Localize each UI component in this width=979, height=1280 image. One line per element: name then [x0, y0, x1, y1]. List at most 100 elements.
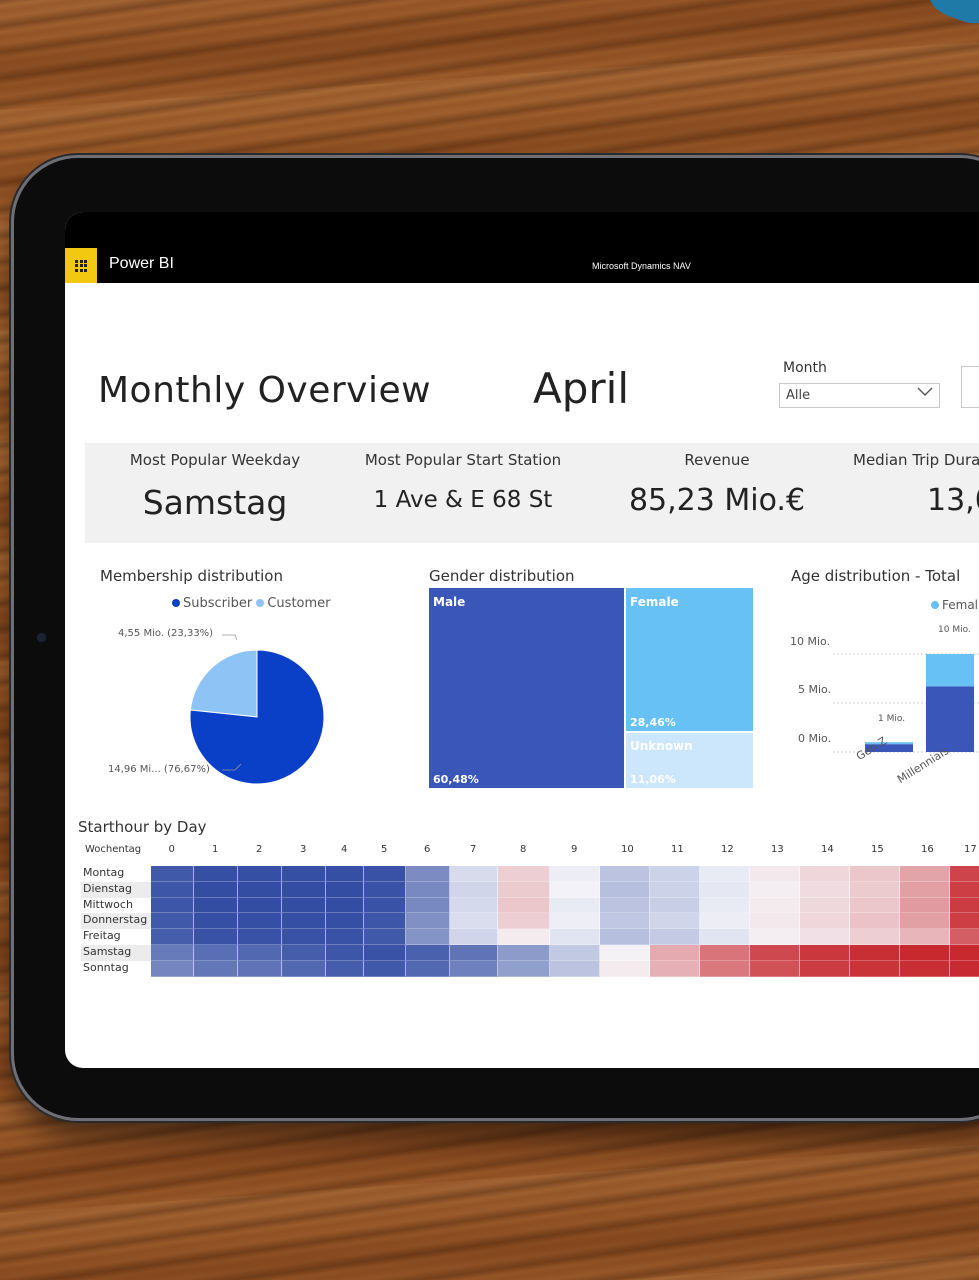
bar-millennials-segment-0[interactable]: [926, 654, 974, 687]
heatmap-cell[interactable]: [406, 881, 450, 898]
treemap-cell-female[interactable]: Female 28,46%: [626, 588, 753, 731]
heatmap-cell[interactable]: [450, 881, 498, 898]
heatmap-cell[interactable]: [900, 960, 950, 977]
heatmap-cell[interactable]: [326, 913, 364, 930]
bar-millennials-segment-1[interactable]: [926, 686, 974, 752]
heatmap-cell[interactable]: [326, 897, 364, 914]
heatmap-cell[interactable]: [194, 881, 238, 898]
heatmap-cell[interactable]: [194, 929, 238, 945]
heatmap-cell[interactable]: [750, 881, 800, 898]
heatmap-cell[interactable]: [406, 897, 450, 914]
heatmap-cell[interactable]: [950, 897, 979, 914]
heatmap-cell[interactable]: [800, 960, 850, 977]
heatmap-cell[interactable]: [364, 897, 406, 914]
heatmap-cell[interactable]: [498, 913, 550, 930]
heatmap-cell[interactable]: [364, 866, 406, 882]
heatmap-cell[interactable]: [326, 945, 364, 961]
heatmap-cell[interactable]: [550, 945, 600, 961]
heatmap-cell[interactable]: [650, 881, 700, 898]
heatmap-cell[interactable]: [600, 897, 650, 914]
heatmap-cell[interactable]: [282, 929, 326, 945]
heatmap-cell[interactable]: [750, 866, 800, 882]
treemap-cell-male[interactable]: Male 60,48%: [429, 588, 624, 788]
legend-item-subscriber[interactable]: Subscriber: [172, 596, 252, 611]
heatmap-cell[interactable]: [750, 945, 800, 961]
heatmap-cell[interactable]: [950, 929, 979, 945]
heatmap-cell[interactable]: [498, 945, 550, 961]
heatmap-cell[interactable]: [550, 897, 600, 914]
pie-slice-customer[interactable]: [189, 649, 258, 718]
heatmap-cell[interactable]: [151, 897, 194, 914]
heatmap-cell[interactable]: [450, 913, 498, 930]
heatmap-cell[interactable]: [950, 913, 979, 930]
heatmap-cell[interactable]: [600, 929, 650, 945]
heatmap-cell[interactable]: [850, 866, 900, 882]
heatmap-cell[interactable]: [326, 929, 364, 945]
heatmap-cell[interactable]: [194, 945, 238, 961]
heatmap-cell[interactable]: [850, 897, 900, 914]
heatmap-cell[interactable]: [950, 881, 979, 898]
heatmap-cell[interactable]: [650, 897, 700, 914]
heatmap-cell[interactable]: [282, 881, 326, 898]
heatmap-cell[interactable]: [406, 913, 450, 930]
heatmap-cell[interactable]: [800, 897, 850, 914]
heatmap-cell[interactable]: [364, 960, 406, 977]
heatmap-cell[interactable]: [364, 945, 406, 961]
heatmap-cell[interactable]: [406, 960, 450, 977]
heatmap-cell[interactable]: [600, 866, 650, 882]
heatmap-cell[interactable]: [450, 866, 498, 882]
heatmap-cell[interactable]: [950, 960, 979, 977]
heatmap-cell[interactable]: [800, 929, 850, 945]
heatmap-cell[interactable]: [600, 913, 650, 930]
month-slicer-dropdown[interactable]: Alle: [779, 383, 940, 408]
legend-item-customer[interactable]: Customer: [256, 596, 331, 611]
heatmap-cell[interactable]: [900, 929, 950, 945]
heatmap-cell[interactable]: [700, 945, 750, 961]
heatmap-cell[interactable]: [650, 866, 700, 882]
heatmap-cell[interactable]: [600, 881, 650, 898]
heatmap-cell[interactable]: [450, 897, 498, 914]
legend-item-female[interactable]: Femal: [931, 598, 978, 612]
heatmap-cell[interactable]: [900, 866, 950, 882]
heatmap-cell[interactable]: [194, 913, 238, 930]
heatmap-cell[interactable]: [650, 929, 700, 945]
app-name[interactable]: Power BI: [109, 255, 174, 272]
heatmap-cell[interactable]: [650, 960, 700, 977]
heatmap-cell[interactable]: [450, 945, 498, 961]
heatmap-cell[interactable]: [238, 897, 282, 914]
heatmap-cell[interactable]: [700, 913, 750, 930]
heatmap-cell[interactable]: [282, 866, 326, 882]
heatmap-cell[interactable]: [498, 897, 550, 914]
heatmap-cell[interactable]: [950, 866, 979, 882]
heatmap-cell[interactable]: [900, 913, 950, 930]
heatmap-cell[interactable]: [450, 929, 498, 945]
heatmap-cell[interactable]: [450, 960, 498, 977]
heatmap-cell[interactable]: [282, 897, 326, 914]
heatmap-cell[interactable]: [282, 960, 326, 977]
heatmap-cell[interactable]: [282, 913, 326, 930]
heatmap-cell[interactable]: [800, 866, 850, 882]
heatmap-cell[interactable]: [800, 881, 850, 898]
heatmap-cell[interactable]: [850, 929, 900, 945]
heatmap-cell[interactable]: [900, 881, 950, 898]
heatmap-cell[interactable]: [498, 881, 550, 898]
heatmap-cell[interactable]: [194, 897, 238, 914]
heatmap-cell[interactable]: [750, 929, 800, 945]
heatmap-cell[interactable]: [498, 929, 550, 945]
heatmap-cell[interactable]: [700, 897, 750, 914]
heatmap-cell[interactable]: [151, 945, 194, 961]
heatmap-cell[interactable]: [700, 929, 750, 945]
heatmap-cell[interactable]: [750, 913, 800, 930]
heatmap-cell[interactable]: [406, 866, 450, 882]
membership-pie-chart[interactable]: [175, 612, 355, 792]
heatmap-cell[interactable]: [238, 945, 282, 961]
heatmap-cell[interactable]: [498, 960, 550, 977]
heatmap-cell[interactable]: [364, 929, 406, 945]
heatmap-cell[interactable]: [498, 866, 550, 882]
app-launcher-button[interactable]: [65, 248, 97, 283]
treemap-cell-unknown[interactable]: Unknown 11,06%: [626, 733, 753, 788]
heatmap-cell[interactable]: [600, 945, 650, 961]
heatmap-cell[interactable]: [700, 866, 750, 882]
heatmap-cell[interactable]: [900, 897, 950, 914]
heatmap-cell[interactable]: [406, 929, 450, 945]
